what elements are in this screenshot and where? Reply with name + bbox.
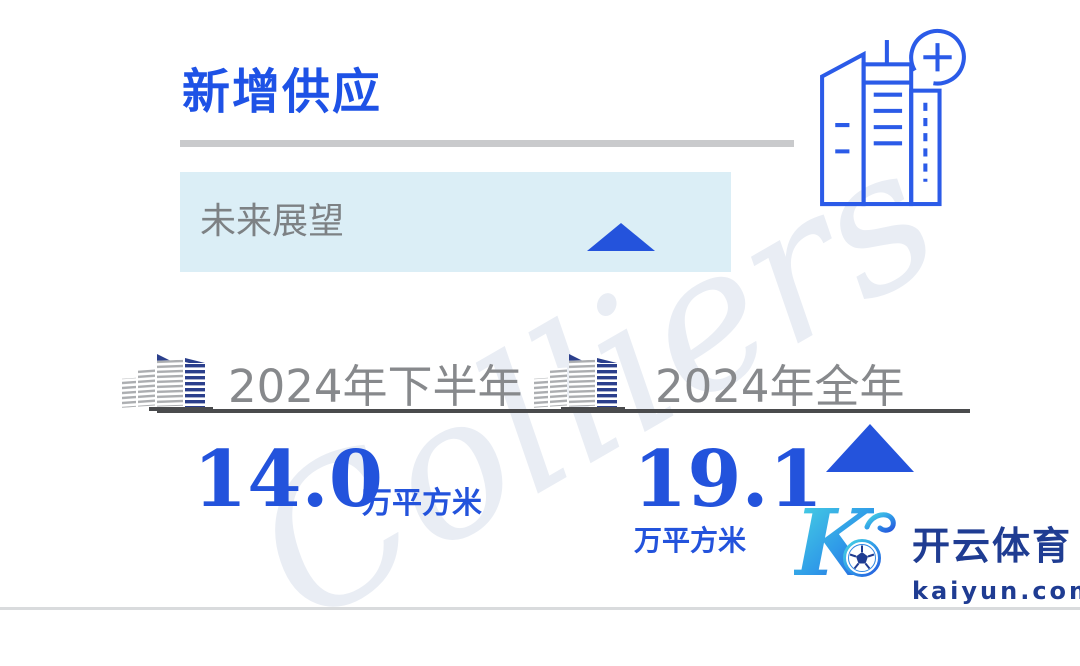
stat-period-fullyear: 2024年全年 xyxy=(655,360,905,413)
soccer-ball-icon xyxy=(843,539,881,577)
stat-period-h2: 2024年下半年 xyxy=(228,360,523,413)
buildings-icon xyxy=(122,354,213,411)
kaiyun-brand-name: 开云体育 xyxy=(912,524,1073,568)
future-outlook-box: 未来展望 xyxy=(180,172,731,272)
title-divider xyxy=(180,140,794,147)
buildings-icon xyxy=(534,354,625,411)
section-rule xyxy=(157,409,970,413)
page-title: 新增供应 xyxy=(182,64,383,120)
triangle-up-icon xyxy=(826,424,914,472)
stat-unit-h2: 万平方米 xyxy=(362,486,482,521)
stat-value-h2: 14.0 xyxy=(193,434,383,525)
stat-value-fullyear: 19.1 xyxy=(633,434,823,525)
swirl-icon xyxy=(864,512,896,533)
buildings-plus-icon xyxy=(820,28,966,207)
stat-unit-fullyear: 万平方米 xyxy=(634,524,747,557)
kaiyun-logo-mark: K xyxy=(790,497,902,597)
kaiyun-logo[interactable]: K 开云体育 kaiyun.com xyxy=(790,497,1080,605)
future-outlook-label: 未来展望 xyxy=(200,201,345,242)
kaiyun-domain: kaiyun.com xyxy=(912,577,1080,605)
triangle-up-icon xyxy=(587,223,655,251)
bottom-divider xyxy=(0,607,1080,610)
